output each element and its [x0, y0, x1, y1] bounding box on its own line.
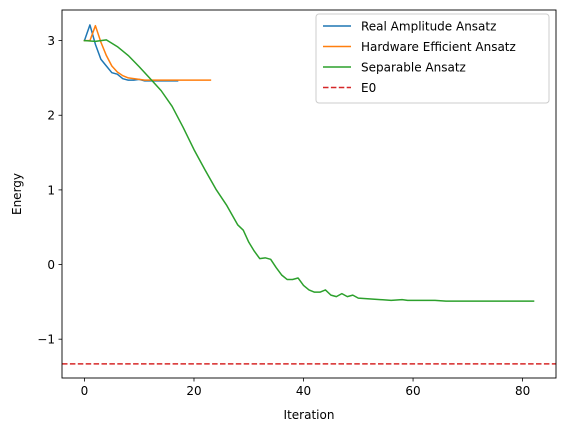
x-tick-label: 40: [296, 384, 311, 398]
legend: Real Amplitude Ansatz Hardware Efficient …: [315, 13, 550, 104]
plot-frame: [61, 9, 557, 379]
series-line-hardware-efficient-ansatz: [83, 24, 212, 81]
y-tick-label: 0: [47, 258, 55, 272]
y-tick-label: 1: [47, 183, 55, 197]
series-layer: [62, 24, 556, 365]
y-tick-label: −1: [37, 333, 55, 347]
x-tick-label: 0: [81, 384, 89, 398]
x-axis-label: Iteration: [284, 408, 335, 422]
y-axis-label: Energy: [10, 173, 24, 215]
legend-box: [315, 13, 550, 104]
legend-label-separable-ansatz: Separable Ansatz: [361, 61, 466, 75]
x-tick-label: 60: [405, 384, 420, 398]
legend-label-hardware-efficient-ansatz: Hardware Efficient Ansatz: [361, 40, 516, 54]
ticks-layer: 0 20 40 60 80 −1 0 1 2 3: [37, 34, 530, 398]
legend-label-e0: E0: [361, 81, 376, 95]
x-tick-label: 20: [186, 384, 201, 398]
legend-label-real-amplitude-ansatz: Real Amplitude Ansatz: [361, 20, 496, 34]
x-tick-label: 80: [515, 384, 530, 398]
series-line-separable-ansatz: [83, 39, 535, 302]
y-tick-label: 3: [47, 34, 55, 48]
y-tick-label: 2: [47, 109, 55, 123]
